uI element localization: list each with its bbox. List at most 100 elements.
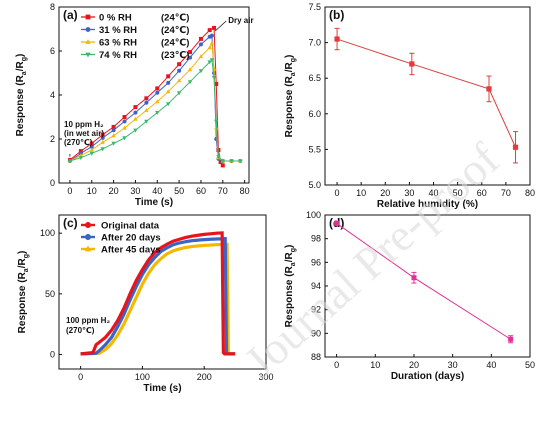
data-point bbox=[209, 40, 215, 45]
data-point bbox=[486, 86, 492, 92]
panel-b: 0 10 20 30 40 50 60 70 80 5.0 5.5 6.0 6.5 7.0 7.5 Relat… bbox=[284, 2, 535, 210]
y-tick-label: 8 bbox=[50, 2, 55, 12]
data-point bbox=[214, 119, 219, 124]
y-axis-label: Response (Ra/Rg) bbox=[284, 245, 297, 328]
legend-marker bbox=[84, 245, 92, 252]
data-point bbox=[100, 132, 105, 137]
data-point bbox=[214, 82, 219, 86]
data-point bbox=[89, 141, 94, 146]
data-point bbox=[111, 141, 116, 146]
data-point bbox=[187, 67, 193, 72]
y-tick-label: 88 bbox=[311, 352, 321, 362]
x-tick-label: 20 bbox=[380, 188, 390, 198]
data-point bbox=[198, 69, 204, 74]
data-point bbox=[144, 108, 149, 112]
y-axis-label: Response (Ra/Rg) bbox=[284, 55, 297, 138]
data-point bbox=[144, 100, 149, 105]
annotation-gas: 10 ppm H₂ bbox=[64, 120, 104, 129]
legend-temp: (24℃) bbox=[161, 25, 189, 36]
x-tick-label: 30 bbox=[448, 360, 458, 370]
data-point bbox=[209, 58, 215, 63]
data-point bbox=[198, 54, 204, 59]
data-point bbox=[144, 119, 149, 124]
data-point bbox=[238, 159, 243, 164]
x-tick-label: 20 bbox=[109, 186, 119, 196]
x-tick-label: 50 bbox=[453, 188, 463, 198]
annotation-gas: 100 ppm H₂ bbox=[66, 316, 110, 325]
data-point bbox=[155, 86, 160, 91]
series-line bbox=[80, 236, 236, 356]
data-point bbox=[122, 136, 127, 141]
data-point bbox=[220, 163, 225, 168]
data-point bbox=[78, 149, 83, 154]
data-point bbox=[334, 220, 340, 226]
x-tick-label: 50 bbox=[525, 360, 535, 370]
data-point bbox=[176, 78, 182, 83]
data-point bbox=[111, 124, 116, 129]
panel-d: 0 10 20 30 40 50 88 90 92 94 96 98 100 Duration (days… bbox=[284, 210, 535, 382]
data-point bbox=[187, 80, 193, 85]
plot-frame bbox=[58, 6, 250, 184]
x-tick-label: 80 bbox=[240, 186, 250, 196]
series-line bbox=[336, 38, 516, 148]
data-point bbox=[165, 89, 171, 94]
data-point bbox=[229, 159, 234, 164]
legend-marker bbox=[85, 222, 91, 228]
y-tick-label: 50 bbox=[45, 289, 55, 299]
data-point bbox=[209, 33, 214, 38]
y-tick-label: 7.0 bbox=[308, 38, 321, 48]
data-point bbox=[100, 139, 105, 144]
series-line bbox=[80, 242, 236, 356]
x-tick-label: 70 bbox=[218, 186, 228, 196]
y-tick-label: 5.0 bbox=[308, 180, 321, 190]
x-tick-label: 30 bbox=[404, 188, 414, 198]
data-point bbox=[218, 160, 223, 165]
x-axis-label: Relative humidity (%) bbox=[377, 199, 478, 210]
x-tick-label: 20 bbox=[409, 360, 419, 370]
legend-temp: (24℃) bbox=[161, 38, 189, 49]
y-tick-label: 0 bbox=[50, 178, 55, 188]
data-point bbox=[166, 80, 171, 85]
annotation-gas: (270℃) bbox=[64, 138, 93, 147]
y-tick-label: 5.5 bbox=[308, 144, 321, 154]
data-point bbox=[155, 99, 160, 104]
x-tick-label: 10 bbox=[370, 360, 380, 370]
data-point bbox=[166, 74, 171, 79]
legend-marker bbox=[85, 234, 91, 240]
legend-label: Original data bbox=[101, 221, 160, 232]
x-tick-label: 10 bbox=[87, 186, 97, 196]
y-tick-label: 100 bbox=[40, 228, 55, 238]
x-tick-label: 0 bbox=[335, 188, 340, 198]
series-line bbox=[80, 231, 236, 356]
x-tick-label: 100 bbox=[135, 372, 150, 382]
data-point bbox=[122, 115, 127, 119]
y-tick-label: 6.5 bbox=[308, 73, 321, 83]
data-point bbox=[100, 147, 105, 152]
data-point bbox=[211, 75, 217, 80]
x-tick-label: 10 bbox=[356, 188, 366, 198]
x-axis-label: Time (s) bbox=[135, 197, 173, 208]
legend-label: 63 % RH bbox=[99, 38, 137, 49]
annotation-gas: (270℃) bbox=[66, 326, 95, 335]
data-point bbox=[508, 336, 514, 342]
y-tick-label: 100 bbox=[306, 210, 321, 220]
legend-label: 74 % RH bbox=[99, 50, 137, 61]
x-tick-label: 40 bbox=[429, 188, 439, 198]
legend-label: After 45 days bbox=[101, 245, 161, 256]
data-point bbox=[220, 159, 225, 164]
data-point bbox=[133, 128, 138, 133]
x-tick-label: 300 bbox=[258, 372, 273, 382]
data-point bbox=[216, 155, 221, 159]
y-tick-label: 90 bbox=[311, 328, 321, 338]
data-point bbox=[111, 133, 116, 138]
panel-label: (c) bbox=[63, 216, 78, 230]
legend-marker bbox=[85, 27, 91, 32]
panel-label: (a) bbox=[63, 8, 78, 22]
data-point bbox=[89, 151, 94, 156]
plot-frame bbox=[324, 6, 531, 186]
data-point bbox=[177, 62, 182, 67]
data-point bbox=[207, 60, 212, 65]
x-tick-label: 30 bbox=[130, 186, 140, 196]
y-tick-label: 4 bbox=[50, 90, 55, 100]
legend-marker bbox=[85, 39, 91, 44]
